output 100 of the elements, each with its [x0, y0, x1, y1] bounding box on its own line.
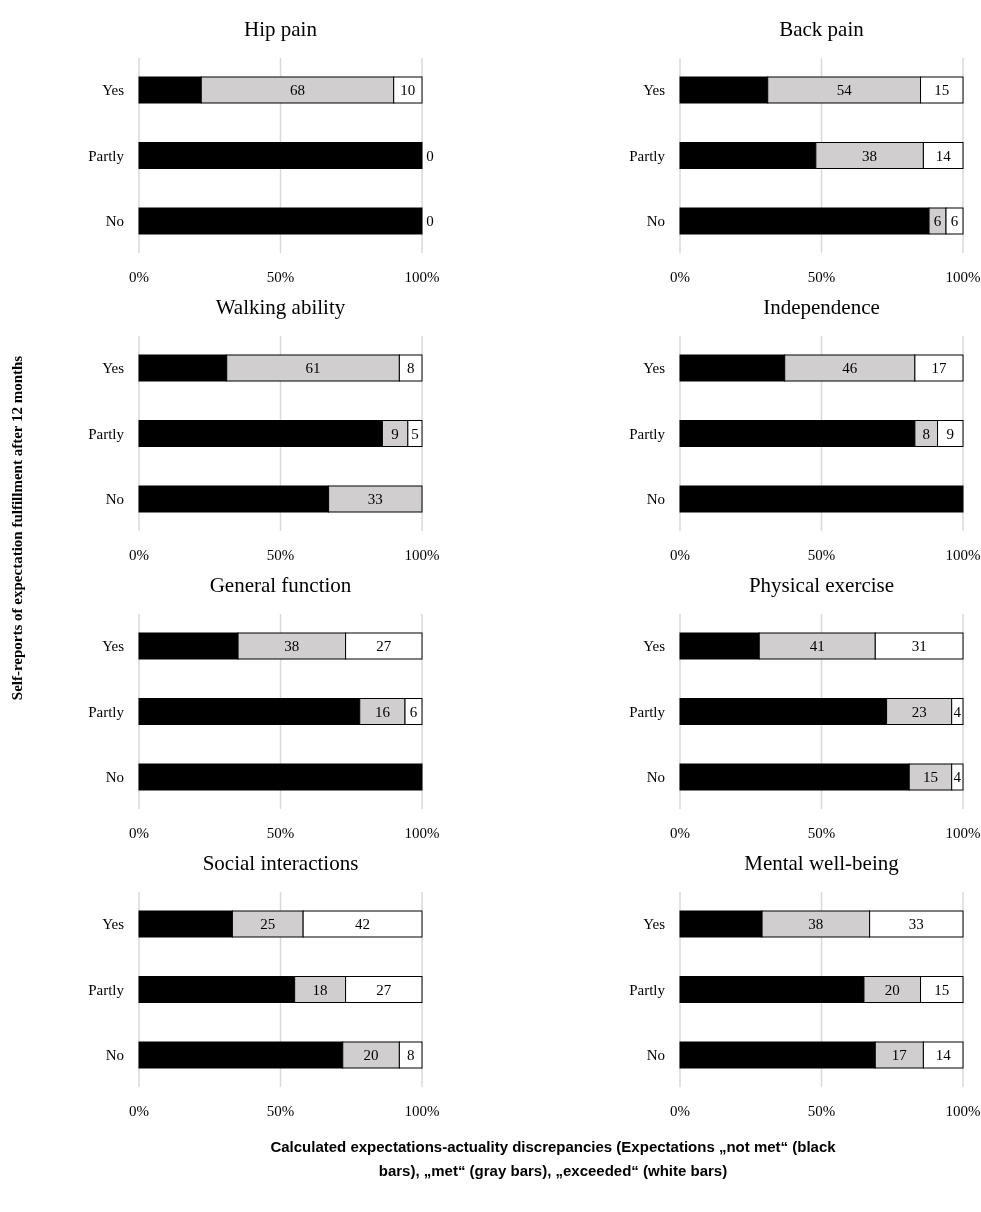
x-tick-label: 50% — [807, 825, 836, 841]
data-label: 38 — [808, 916, 824, 932]
data-label: 27 — [376, 981, 392, 998]
data-label: 6 — [409, 703, 418, 720]
chart-title: Social interactions — [202, 851, 359, 875]
data-label: 8 — [406, 1047, 415, 1063]
data-label: 25 — [260, 916, 276, 932]
data-label: 17 — [891, 1047, 908, 1063]
data-label: 14 — [935, 147, 952, 164]
x-tick-label: 0% — [670, 825, 690, 841]
x-axis-title: Calculated expectations-actuality discrepancies (Expectations „not met“ (black bars), „met“ (gray bars), „exceeded“ (white bars) — [270, 1138, 837, 1179]
data-label: 20 — [884, 981, 900, 998]
bar — [679, 485, 964, 513]
y-tick-label: Yes — [643, 916, 666, 932]
y-tick-label: Partly — [88, 981, 125, 998]
data-label: 16 — [374, 703, 391, 720]
data-label: 33 — [908, 916, 924, 932]
data-label: 5 — [411, 425, 419, 442]
y-tick-label: Yes — [643, 82, 666, 98]
x-tick-label: 0% — [129, 825, 149, 841]
x-tick-label: 50% — [807, 547, 836, 563]
x-tick-label: 100% — [945, 269, 981, 285]
data-label: 38 — [284, 638, 300, 654]
chart-title: Physical exercise — [748, 573, 895, 597]
data-label: 0 — [426, 147, 434, 164]
chart-title: Hip pain — [244, 17, 318, 41]
data-label: 0 — [426, 213, 434, 229]
data-label: 17 — [931, 360, 947, 376]
y-tick-label: Partly — [629, 981, 666, 998]
chart-title: Mental well-being — [744, 851, 900, 875]
x-tick-label: 50% — [266, 547, 295, 563]
chart-title: Independence — [763, 295, 880, 319]
x-tick-label: 50% — [807, 1103, 836, 1119]
data-label: 20 — [363, 1047, 379, 1063]
x-tick-label: 100% — [945, 547, 981, 563]
x-tick-label: 100% — [945, 825, 981, 841]
data-label: 4 — [953, 769, 962, 785]
data-label: 18 — [312, 981, 328, 998]
data-label: 23 — [911, 703, 927, 720]
x-tick-label: 0% — [129, 269, 149, 285]
x-tick-label: 0% — [129, 1103, 149, 1119]
data-label: 8 — [406, 360, 415, 376]
data-label: 15 — [934, 981, 950, 998]
data-label: 61 — [305, 360, 321, 376]
data-label: 33 — [367, 491, 383, 507]
data-label: 15 — [922, 769, 938, 785]
y-tick-label: Yes — [643, 638, 666, 654]
y-tick-label: No — [105, 213, 124, 229]
y-tick-label: Partly — [88, 703, 125, 720]
bar — [138, 763, 423, 791]
data-label: 68 — [289, 82, 305, 98]
data-label: 6 — [950, 213, 959, 229]
data-label: 9 — [391, 425, 399, 442]
chart-title: General function — [209, 573, 352, 597]
data-label: 10 — [400, 82, 416, 98]
bar — [138, 142, 423, 169]
data-label: 4 — [953, 703, 962, 720]
y-tick-label: No — [105, 1047, 124, 1063]
x-tick-label: 50% — [266, 269, 295, 285]
x-tick-label: 50% — [807, 269, 836, 285]
data-label: 8 — [922, 425, 930, 442]
y-tick-label: Partly — [88, 147, 125, 164]
y-tick-label: No — [646, 491, 665, 507]
x-tick-label: 0% — [129, 547, 149, 563]
x-tick-label: 0% — [670, 269, 690, 285]
y-tick-label: No — [646, 213, 665, 229]
data-label: 15 — [934, 82, 950, 98]
x-tick-label: 0% — [670, 547, 690, 563]
data-label: 14 — [935, 1047, 952, 1063]
chart-title: Back pain — [779, 17, 865, 41]
data-label: 38 — [862, 147, 878, 164]
data-label: 27 — [376, 638, 392, 654]
x-tick-label: 50% — [266, 825, 295, 841]
x-tick-label: 100% — [404, 1103, 440, 1119]
x-tick-label: 100% — [404, 269, 440, 285]
data-label: 46 — [842, 360, 858, 376]
y-tick-label: Yes — [102, 638, 125, 654]
x-tick-label: 100% — [945, 1103, 981, 1119]
x-tick-label: 0% — [670, 1103, 690, 1119]
data-label: 41 — [809, 638, 825, 654]
chart-title: Walking ability — [215, 295, 346, 319]
y-tick-label: No — [105, 769, 124, 785]
y-tick-label: Yes — [102, 916, 125, 932]
x-tick-label: 100% — [404, 825, 440, 841]
y-tick-label: No — [646, 769, 665, 785]
y-tick-label: No — [105, 491, 124, 507]
data-label: 9 — [946, 425, 955, 442]
y-tick-label: Yes — [102, 360, 125, 376]
x-tick-label: 50% — [266, 1103, 295, 1119]
y-tick-label: Partly — [88, 425, 125, 442]
y-tick-label: No — [646, 1047, 665, 1063]
data-label: 54 — [836, 82, 853, 98]
y-tick-label: Yes — [643, 360, 666, 376]
x-tick-label: 100% — [404, 547, 440, 563]
y-tick-label: Partly — [629, 147, 666, 164]
data-label: 42 — [355, 916, 371, 932]
bar — [138, 207, 423, 235]
data-label: 6 — [933, 213, 942, 229]
y-tick-label: Yes — [102, 82, 125, 98]
y-tick-label: Partly — [629, 425, 666, 442]
